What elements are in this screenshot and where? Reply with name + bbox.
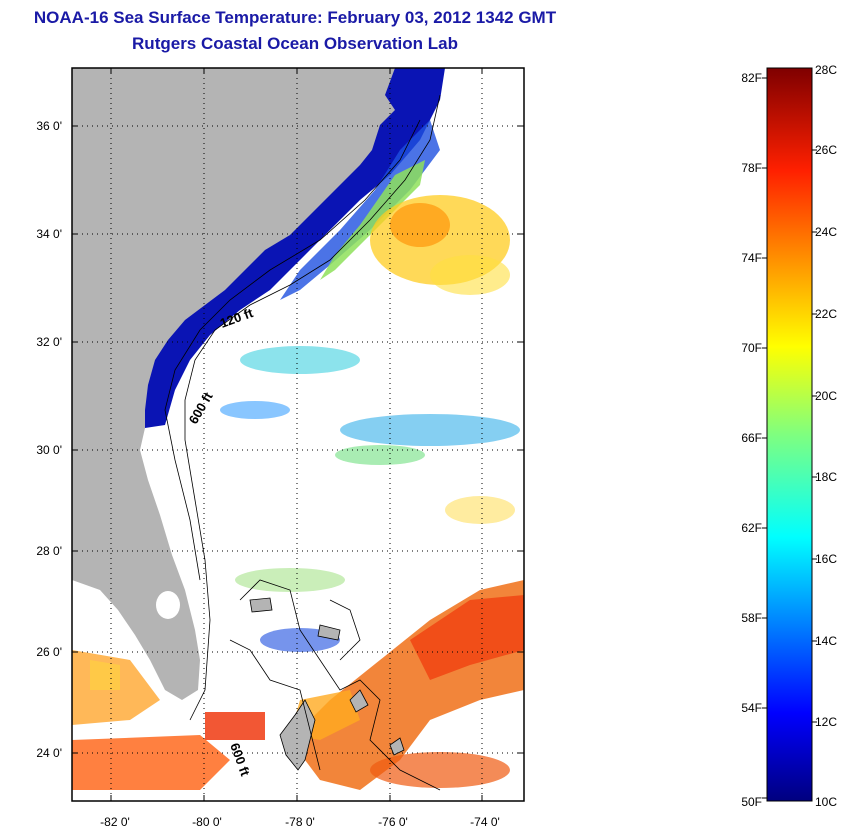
lon-label-80: -80 0'	[192, 815, 222, 829]
colorbar-c-12: 12C	[815, 715, 837, 729]
graticule	[72, 68, 524, 801]
lon-label-78: -78 0'	[285, 815, 315, 829]
colorbar-c-26: 26C	[815, 143, 837, 157]
bahamas-islands	[279, 699, 316, 771]
colorbar-c-16: 16C	[815, 552, 837, 566]
map-title: NOAA-16 Sea Surface Temperature: Februar…	[33, 8, 557, 27]
colorbar-f-82: 82F	[741, 71, 762, 85]
colorbar-c-14: 14C	[815, 634, 837, 648]
lat-label-34: 34 0'	[36, 227, 62, 241]
lat-label-28: 28 0'	[36, 544, 62, 558]
colorbar-c-18: 18C	[815, 470, 837, 484]
colorbar-f-70: 70F	[741, 341, 762, 355]
lat-label-26: 26 0'	[36, 645, 62, 659]
colorbar-f-78: 78F	[741, 161, 762, 175]
colorbar-f-58: 58F	[741, 611, 762, 625]
lon-label-74: -74 0'	[470, 815, 500, 829]
colorbar-c-28: 28C	[815, 63, 837, 77]
colorbar-f-62: 62F	[741, 521, 762, 535]
colorbar-f-54: 54F	[741, 701, 762, 715]
lon-label-76: -76 0'	[378, 815, 408, 829]
axis-ticks	[72, 68, 524, 801]
colorbar-c-24: 24C	[815, 225, 837, 239]
colorbar-c-20: 20C	[815, 389, 837, 403]
lat-label-30: 30 0'	[36, 443, 62, 457]
colorbar-c-22: 22C	[815, 307, 837, 321]
colorbar-ticks	[762, 77, 817, 799]
colorbar-c-10: 10C	[815, 795, 837, 809]
lat-label-24: 24 0'	[36, 746, 62, 760]
temperature-colorbar	[766, 67, 813, 802]
map-frame	[71, 67, 525, 802]
lat-label-36: 36 0'	[36, 119, 62, 133]
lat-label-32: 32 0'	[36, 335, 62, 349]
colorbar-f-50: 50F	[741, 795, 762, 809]
map-subtitle: Rutgers Coastal Ocean Observation Lab	[132, 34, 458, 53]
cold-water-region	[140, 68, 445, 428]
lake-okeechobee	[156, 591, 180, 619]
lon-label-82: -82 0'	[100, 815, 130, 829]
land-mass	[72, 68, 395, 700]
colorbar-f-74: 74F	[741, 251, 762, 265]
map-area: 120 ft 600 ft 600 ft	[72, 68, 524, 801]
colorbar-f-66: 66F	[741, 431, 762, 445]
